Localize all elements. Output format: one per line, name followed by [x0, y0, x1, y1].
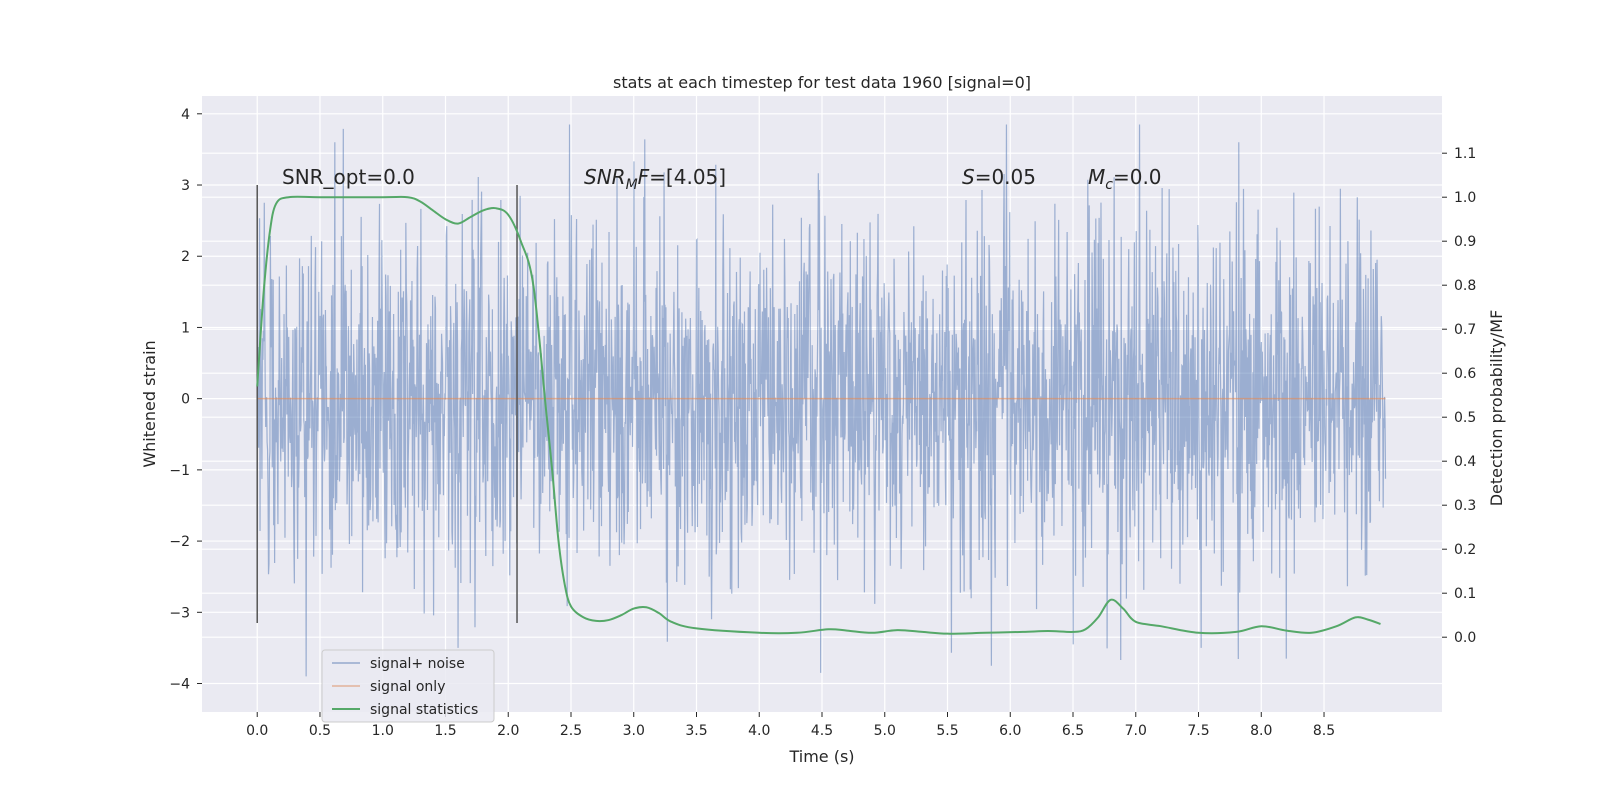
x-tick-label: 7.0 — [1125, 723, 1147, 739]
tick-labels: 0.0 0.5 1.0 1.5 2.0 2.5 3.0 3.5 4.0 4.5 5.0 5.5 6.0 6… — [169, 107, 1476, 739]
y-tick-label: −2 — [169, 534, 190, 550]
x-tick-label: 5.5 — [936, 723, 958, 739]
y2-tick-label: 0.1 — [1454, 586, 1476, 602]
legend-label-statistics: signal statistics — [370, 702, 478, 718]
legend-label-signal: signal only — [370, 679, 445, 695]
y-tick-label: −1 — [169, 463, 190, 479]
annotation-mc: Mc=0.0 — [1088, 165, 1162, 193]
y-axis-label: Whitened strain — [140, 340, 159, 467]
y2-tick-label: 1.0 — [1454, 190, 1476, 206]
x-tick-label: 2.5 — [560, 723, 582, 739]
y-tick-label: 1 — [181, 320, 190, 336]
x-tick-label: 7.5 — [1187, 723, 1209, 739]
y2-tick-label: 0.9 — [1454, 234, 1476, 250]
vertical-markers — [256, 185, 518, 623]
annotation-snr-mf: SNRMF=[4.05] — [584, 165, 726, 193]
y2-tick-label: 0.8 — [1454, 278, 1476, 294]
x-tick-label: 1.5 — [434, 723, 456, 739]
y-tick-label: 0 — [181, 392, 190, 408]
y2-tick-label: 0.0 — [1454, 630, 1476, 646]
y2-tick-label: 0.2 — [1454, 542, 1476, 558]
y2-axis-label: Detection probability/MF — [1487, 310, 1506, 507]
chart-title: stats at each timestep for test data 196… — [613, 73, 1031, 92]
x-tick-label: 4.0 — [748, 723, 770, 739]
x-tick-label: 6.0 — [999, 723, 1021, 739]
x-tick-label: 2.0 — [497, 723, 519, 739]
y-tick-label: −4 — [169, 677, 190, 693]
statistics-series — [256, 195, 1381, 635]
y-tick-label: −3 — [169, 605, 190, 621]
annotation-snr-opt: SNR_opt=0.0 — [282, 165, 415, 189]
y2-tick-label: 0.7 — [1454, 322, 1476, 338]
legend-frame — [321, 649, 495, 723]
x-tick-label: 5.0 — [874, 723, 896, 739]
y2-tick-label: 0.4 — [1454, 454, 1476, 470]
x-tick-label: 8.0 — [1250, 723, 1272, 739]
x-tick-label: 0.5 — [309, 723, 331, 739]
y-tick-label: 3 — [181, 178, 190, 194]
series-line-signal-statistics — [256, 195, 1381, 635]
x-tick-label: 4.5 — [811, 723, 833, 739]
annotation-s: S=0.05 — [962, 165, 1036, 189]
y-tick-label: 2 — [181, 249, 190, 265]
y2-tick-label: 1.1 — [1454, 146, 1476, 162]
x-tick-label: 3.5 — [685, 723, 707, 739]
y2-tick-label: 0.3 — [1454, 498, 1476, 514]
y2-tick-label: 0.6 — [1454, 366, 1476, 382]
x-tick-label: 8.5 — [1313, 723, 1335, 739]
x-axis-label: Time (s) — [788, 747, 854, 766]
legend-label-noise: signal+ noise — [370, 656, 465, 672]
legend: signal+ noise signal only signal statist… — [321, 649, 495, 723]
x-tick-label: 1.0 — [372, 723, 394, 739]
x-tick-label: 6.5 — [1062, 723, 1084, 739]
y2-tick-label: 0.5 — [1454, 410, 1476, 426]
x-tick-label: 3.0 — [623, 723, 645, 739]
y-tick-label: 4 — [181, 107, 190, 123]
x-tick-label: 0.0 — [246, 723, 268, 739]
